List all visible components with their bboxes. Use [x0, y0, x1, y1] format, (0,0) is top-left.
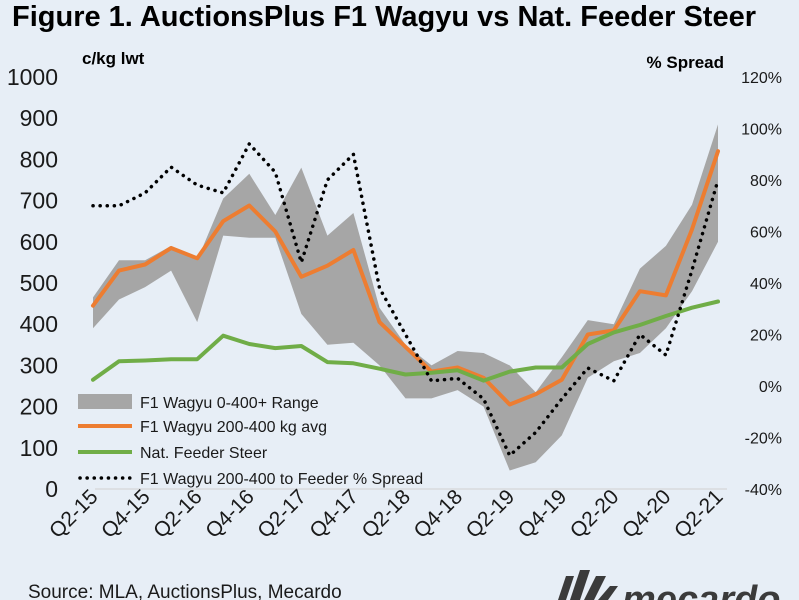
y-right-tick-label: 40% [750, 276, 782, 293]
series-range-area [93, 124, 718, 471]
x-tick-label: Q4-18 [410, 485, 468, 543]
legend-label: F1 Wagyu 0-400+ Range [140, 395, 319, 412]
y-left-tick-label: 1000 [7, 64, 58, 90]
y-axis-right-ticks: -40% -20% 0% 20% 40% 60% 80% 100% 120% [741, 70, 782, 499]
y-left-tick-label: 100 [20, 435, 58, 461]
legend-swatch-range [78, 394, 132, 409]
y-right-tick-label: 80% [750, 173, 782, 190]
y-right-tick-label: 20% [750, 328, 782, 345]
y-left-tick-label: 900 [20, 105, 58, 131]
x-tick-label: Q4-16 [201, 485, 259, 543]
x-tick-label: Q4-20 [618, 485, 676, 543]
mecardo-logo: mecardo [558, 570, 780, 600]
legend-label: F1 Wagyu 200-400 to Feeder % Spread [140, 471, 423, 488]
y-left-tick-label: 700 [20, 188, 58, 214]
y-left-tick-label: 600 [20, 229, 58, 255]
y-left-tick-label: 500 [20, 270, 58, 296]
y-right-tick-label: -40% [745, 482, 782, 499]
source-note: Source: MLA, AuctionsPlus, Mecardo [28, 582, 342, 600]
y-left-tick-label: 400 [20, 311, 58, 337]
y-right-tick-label: 0% [759, 379, 782, 396]
x-tick-label: Q2-20 [566, 485, 624, 543]
y-right-tick-label: 100% [741, 122, 782, 139]
x-tick-label: Q2-17 [253, 485, 311, 543]
y-axis-right-label: % Spread [647, 53, 724, 72]
y-axis-left-label: c/kg lwt [82, 49, 145, 68]
legend-label: F1 Wagyu 200-400 kg avg [140, 419, 327, 436]
x-tick-label: Q4-17 [305, 485, 363, 543]
y-axis-left-ticks: 0 100 200 300 400 500 600 700 800 900 1000 [7, 64, 58, 502]
y-right-tick-label: 60% [750, 225, 782, 242]
x-axis-ticks: Q2-15Q4-15Q2-16Q4-16Q2-17Q4-17Q2-18Q4-18… [45, 485, 728, 543]
x-tick-label: Q4-15 [97, 485, 155, 543]
plot-area [91, 124, 720, 471]
y-left-tick-label: 800 [20, 146, 58, 172]
series-spread-dotted-line [91, 142, 720, 458]
legend-label: Nat. Feeder Steer [140, 445, 268, 462]
y-left-tick-label: 300 [20, 352, 58, 378]
logo-wordmark: mecardo [622, 579, 780, 600]
series-line-nat-feeder-steer [91, 299, 720, 383]
legend: F1 Wagyu 0-400+ Range F1 Wagyu 200-400 kg… [78, 394, 423, 488]
chart-title: Figure 1. AuctionsPlus F1 Wagyu vs Nat. … [12, 1, 756, 33]
y-left-tick-label: 200 [20, 394, 58, 420]
x-tick-label: Q4-19 [514, 485, 572, 543]
y-right-tick-label: 120% [741, 70, 782, 87]
x-tick-label: Q2-16 [149, 485, 207, 543]
x-tick-label: Q2-19 [462, 485, 520, 543]
y-left-tick-label: 0 [45, 476, 58, 502]
y-right-tick-label: -20% [745, 431, 782, 448]
x-tick-label: Q2-21 [670, 485, 728, 543]
logo-mark-icon [558, 570, 618, 600]
x-tick-label: Q2-18 [357, 485, 415, 543]
